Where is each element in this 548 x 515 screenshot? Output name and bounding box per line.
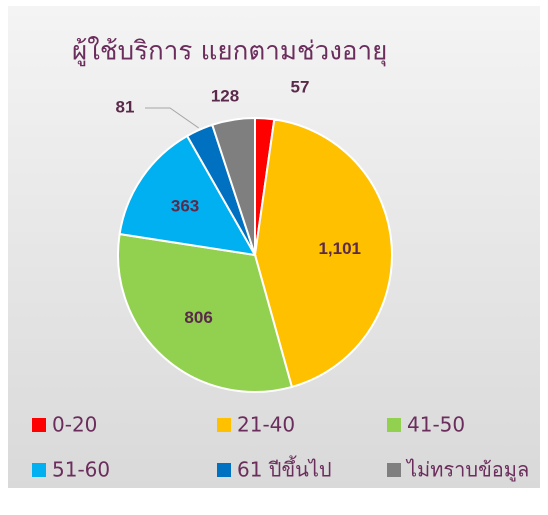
data-label: 363 [171, 196, 199, 215]
pie-slice [117, 232, 294, 393]
pie-slice [253, 118, 393, 389]
legend-label: 21-40 [237, 413, 295, 437]
pie-slice [118, 134, 257, 257]
data-label: 57 [291, 77, 310, 96]
legend-swatch [32, 418, 46, 432]
legend-label: 41-50 [407, 413, 465, 437]
chart-title: ผู้ใช้บริการ แยกตามช่วงอายุ [72, 37, 387, 67]
legend-swatch [387, 418, 401, 432]
leader-line [145, 107, 199, 129]
data-label: 128 [211, 86, 239, 105]
legend-swatch [387, 463, 401, 477]
data-label: 81 [116, 97, 135, 116]
legend-label: 51-60 [52, 458, 110, 482]
legend-label: 0-20 [52, 413, 97, 437]
pie-slice [211, 116, 256, 256]
legend-swatch [32, 463, 46, 477]
data-label: 1,101 [318, 239, 361, 258]
legend-label: 61 ปีขึ้นไป [237, 456, 332, 482]
data-label: 806 [184, 308, 212, 327]
legend-swatch [217, 418, 231, 432]
legend-label: ไม่ทราบข้อมูล [405, 458, 529, 483]
legend-swatch [217, 463, 231, 477]
